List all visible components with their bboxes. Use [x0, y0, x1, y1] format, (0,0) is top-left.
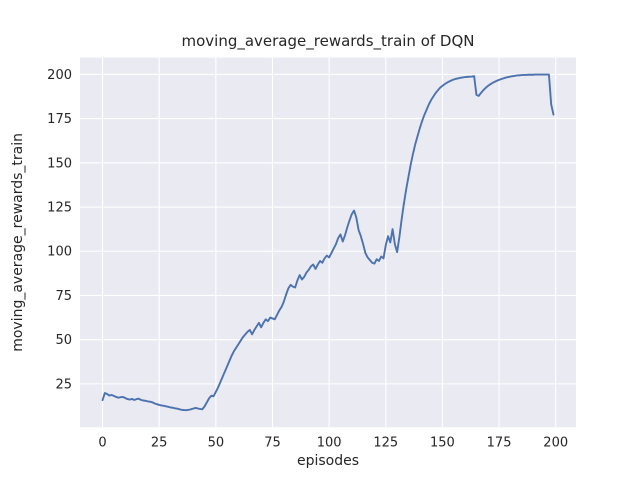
- y-tick-label: 175: [47, 112, 72, 127]
- x-tick-label: 100: [317, 436, 342, 451]
- plot-area: [80, 57, 576, 428]
- x-tick-label: 0: [98, 436, 106, 451]
- x-axis-tick-labels: 0 25 50 75 100 125 150 175 200: [98, 436, 568, 451]
- x-tick-label: 175: [487, 436, 512, 451]
- x-tick-label: 200: [543, 436, 568, 451]
- y-tick-label: 200: [47, 68, 72, 83]
- x-axis-label: episodes: [297, 453, 359, 469]
- y-axis-tick-labels: 25 50 75 100 125 150 175 200: [47, 68, 72, 392]
- y-tick-label: 25: [55, 377, 72, 392]
- x-tick-label: 25: [151, 436, 168, 451]
- x-tick-label: 75: [264, 436, 281, 451]
- y-axis-label: moving_average_rewards_train: [10, 133, 26, 352]
- x-tick-label: 50: [208, 436, 225, 451]
- y-tick-label: 50: [55, 333, 72, 348]
- chart-title: moving_average_rewards_train of DQN: [181, 32, 474, 51]
- y-tick-label: 100: [47, 245, 72, 260]
- y-tick-label: 150: [47, 156, 72, 171]
- x-tick-label: 150: [430, 436, 455, 451]
- dqn-reward-line: [101, 73, 555, 412]
- y-tick-label: 75: [55, 289, 72, 304]
- y-tick-label: 125: [47, 201, 72, 216]
- x-tick-label: 125: [373, 436, 398, 451]
